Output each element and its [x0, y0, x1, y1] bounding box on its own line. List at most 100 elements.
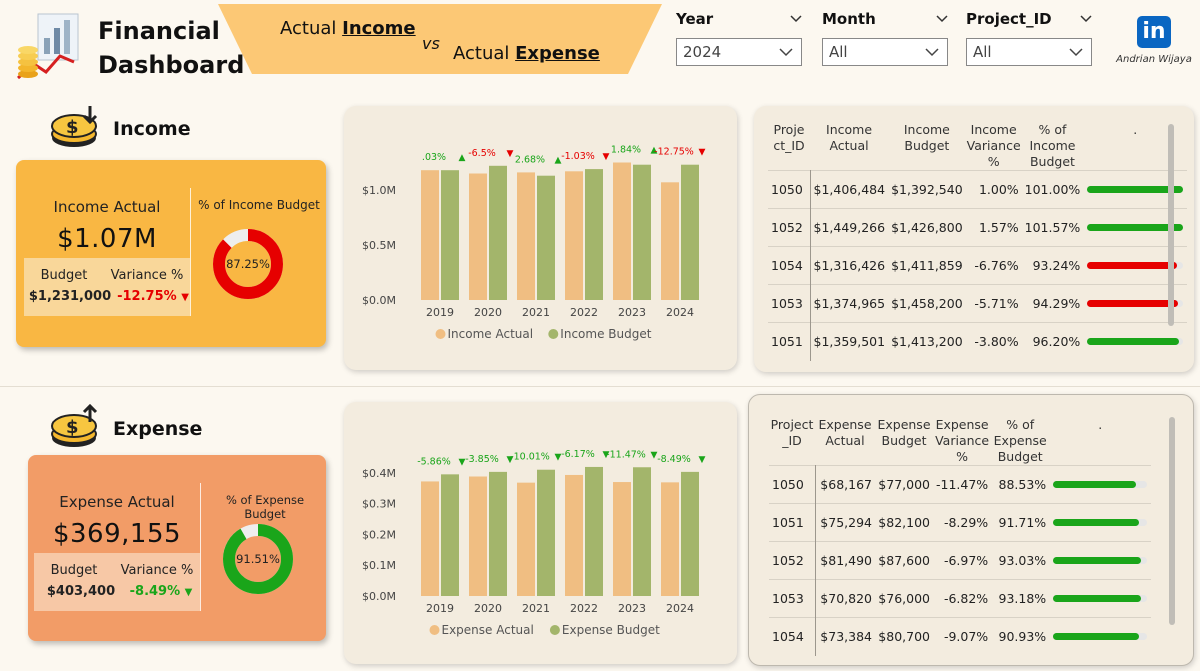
expense-legend-swatch: [429, 625, 440, 635]
income-actual-bar[interactable]: [469, 173, 487, 301]
col-expense-actual[interactable]: Expense Actual: [818, 417, 872, 448]
col-project-id[interactable]: Proje ct_ID: [773, 122, 805, 153]
expense-actual-bar[interactable]: [565, 474, 583, 596]
expense-actual-bar[interactable]: [517, 482, 535, 596]
table-row[interactable]: 1050 $1,406,484 $1,392,540 1.00% 101.00%: [768, 170, 1188, 209]
expense-budget-bar[interactable]: [489, 471, 507, 596]
expense-budget-bar[interactable]: [441, 474, 459, 596]
income-legend-label: Income Budget: [560, 327, 651, 341]
col-bar[interactable]: .: [1098, 417, 1103, 432]
slicer-month-label: Month: [822, 10, 876, 28]
income-chart-legend[interactable]: Income Actual Income Budget: [435, 327, 652, 341]
cell-id: 1052: [769, 541, 816, 580]
table-row[interactable]: 1051 $1,359,501 $1,413,200 -3.80% 96.20%: [768, 322, 1188, 361]
table-row[interactable]: 1051 $75,294 $82,100 -8.29% 91.71%: [769, 503, 1152, 542]
income-data-label: 2.68%: [515, 154, 545, 165]
expense-variance-value: -8.49% ▼: [129, 584, 193, 599]
cell-pct: 93.03%: [991, 541, 1050, 580]
pct-bar-fill: [1053, 519, 1140, 526]
expense-actual-bar[interactable]: [421, 481, 439, 596]
expense-budget-bar[interactable]: [585, 466, 603, 596]
col-bar[interactable]: .: [1133, 122, 1138, 137]
slicer-year[interactable]: Year 2024: [676, 10, 802, 66]
arrow-down-icon: ▼: [699, 455, 706, 465]
income-ytick: $0.5M: [362, 239, 396, 252]
income-budget-bar[interactable]: [681, 164, 699, 300]
table-row[interactable]: 1052 $81,490 $87,600 -6.97% 93.03%: [769, 541, 1152, 580]
income-budget-bar[interactable]: [489, 165, 507, 300]
expense-actual-bar[interactable]: [469, 476, 487, 596]
table-row[interactable]: 1054 $1,316,426 $1,411,859 -6.76% 93.24%: [768, 246, 1188, 285]
cell-pct: 93.18%: [991, 579, 1050, 618]
col-income-variance[interactable]: Income Variance %: [966, 122, 1021, 169]
slicer-project-id[interactable]: Project_ID All: [966, 10, 1092, 66]
income-budget-bar[interactable]: [441, 170, 459, 300]
income-actual-bar[interactable]: [613, 162, 631, 301]
expense-ytick: $0.3M: [362, 498, 396, 511]
col-project-id[interactable]: Project _ID: [770, 417, 814, 448]
income-budget-bar[interactable]: [537, 175, 555, 300]
income-variance-value: -12.75% ▼: [117, 289, 189, 304]
chevron-down-icon[interactable]: [790, 14, 802, 24]
income-budget-bar[interactable]: [585, 169, 603, 300]
cell-actual: $1,374,965: [810, 284, 889, 323]
chevron-down-icon[interactable]: [936, 14, 948, 24]
table-row[interactable]: 1053 $1,374,965 $1,458,200 -5.71% 94.29%: [768, 284, 1188, 323]
expense-donut-arc: [223, 524, 293, 594]
expense-xtick: 2019: [426, 602, 454, 615]
col-income-actual[interactable]: Income Actual: [826, 122, 873, 153]
income-budget-bar[interactable]: [633, 164, 651, 300]
chevron-down-icon[interactable]: [1080, 14, 1092, 24]
cell-pct: 96.20%: [1021, 322, 1084, 361]
slicer-month[interactable]: Month All: [822, 10, 948, 66]
expense-actual-bar[interactable]: [661, 482, 679, 596]
cell-pct-bar: [1049, 617, 1152, 656]
table-row[interactable]: 1050 $68,167 $77,000 -11.47% 88.53%: [769, 465, 1152, 504]
cell-id: 1050: [768, 170, 811, 209]
arrow-up-icon: ▲: [651, 146, 658, 156]
income-donut-value: 87.25%: [226, 257, 270, 271]
expense-budget-bar[interactable]: [537, 469, 555, 596]
income-actual-bar[interactable]: [421, 170, 439, 300]
expense-actual-value: $369,155: [52, 519, 182, 549]
income-table-scrollbar[interactable]: [1168, 124, 1174, 326]
slicer-month-dropdown[interactable]: All: [822, 38, 948, 66]
income-actual-bar[interactable]: [565, 171, 583, 300]
slicer-year-dropdown[interactable]: 2024: [676, 38, 802, 66]
col-pct-income-budget[interactable]: % of Income Budget: [1029, 122, 1076, 169]
expense-budget-bar[interactable]: [633, 467, 651, 596]
table-row[interactable]: 1053 $70,820 $76,000 -6.82% 93.18%: [769, 579, 1152, 618]
expense-budget-value: $403,400: [46, 584, 116, 599]
svg-text:$: $: [66, 417, 79, 438]
pct-bar-fill: [1087, 300, 1178, 307]
table-row[interactable]: 1052 $1,449,266 $1,426,800 1.57% 101.57%: [768, 208, 1188, 247]
income-table-header: Proje ct_ID Income Actual Income Budget …: [768, 122, 1187, 171]
income-actual-bar[interactable]: [661, 182, 679, 300]
col-pct-expense-budget[interactable]: % of Expense Budget: [993, 417, 1047, 464]
income-coin-icon: $: [50, 104, 100, 150]
expense-chart-legend[interactable]: Expense Actual Expense Budget: [429, 623, 661, 637]
slicer-project-id-dropdown[interactable]: All: [966, 38, 1092, 66]
arrow-down-icon: ▼: [459, 457, 466, 467]
cell-budget: $1,411,859: [888, 246, 966, 285]
expense-bar-chart: $0.0M $0.1M $0.2M $0.3M $0.4M 2019 -5.86% ▼ 2020…: [362, 449, 706, 637]
cell-variance: -11.47%: [933, 465, 992, 504]
income-data-label: 1.84%: [611, 145, 641, 156]
col-expense-budget[interactable]: Expense Budget: [877, 417, 931, 448]
col-expense-variance[interactable]: Expense Variance %: [935, 417, 990, 464]
income-xtick: 2022: [570, 306, 598, 319]
expense-table-scrollbar[interactable]: [1169, 417, 1175, 625]
cell-id: 1051: [769, 503, 816, 542]
table-row[interactable]: 1054 $73,384 $80,700 -9.07% 90.93%: [769, 617, 1152, 656]
income-legend-swatch: [435, 329, 446, 339]
expense-budget-bar[interactable]: [681, 471, 699, 596]
pct-bar-fill: [1087, 186, 1184, 193]
col-income-budget[interactable]: Income Budget: [903, 122, 950, 153]
income-table-panel: Proje ct_ID Income Actual Income Budget …: [754, 106, 1194, 372]
expense-xtick: 2023: [618, 602, 646, 615]
linkedin-icon[interactable]: in: [1137, 16, 1171, 48]
expense-actual-bar[interactable]: [613, 482, 631, 596]
cell-pct-bar: [1049, 541, 1152, 580]
income-actual-bar[interactable]: [517, 172, 535, 300]
expense-data-label: -8.49%: [657, 454, 691, 465]
